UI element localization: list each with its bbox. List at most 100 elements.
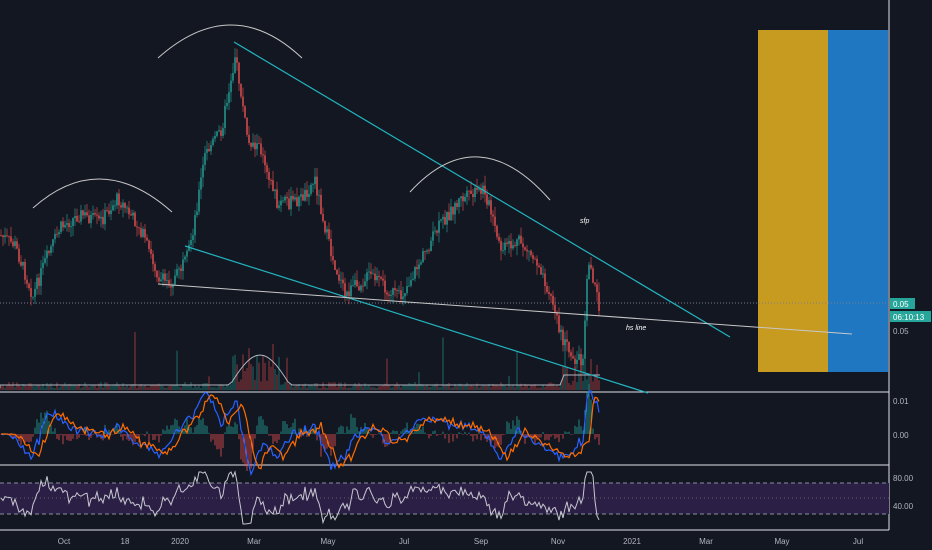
candle-body [526, 249, 528, 252]
volume-bar [64, 382, 66, 390]
macd-hist-bar [34, 427, 36, 434]
candle-body [556, 312, 558, 316]
volume-bar [14, 387, 16, 390]
candle-body [272, 180, 274, 192]
candle-body [366, 272, 368, 282]
candle-body [304, 189, 306, 201]
candle-body [586, 279, 588, 321]
volume-bar [358, 382, 360, 390]
candle-body [84, 212, 86, 216]
position-profit-box[interactable] [758, 30, 828, 372]
volume-bar [262, 355, 264, 390]
volume-bar [50, 383, 52, 390]
volume-bar [212, 387, 214, 390]
volume-bar [376, 387, 378, 390]
candle-body [568, 341, 570, 353]
volume-bar [572, 380, 574, 390]
macd-hist-bar [444, 434, 446, 439]
time-axis[interactable]: Oct 18 2020 Mar May Jul Sep Nov 2021 Mar May Jul [58, 537, 864, 546]
candle-body [510, 241, 512, 249]
macd-hist-bar [310, 431, 312, 434]
candle-body [230, 80, 232, 93]
volume-bar [0, 386, 2, 390]
candle-body [38, 277, 40, 286]
macd-hist-bar [470, 434, 472, 436]
volume-bar [290, 383, 292, 390]
candle-body [92, 213, 94, 215]
candle-body [444, 216, 446, 225]
candle-body [456, 203, 458, 207]
volume-bar [314, 383, 316, 390]
volume-bar [94, 385, 96, 390]
candle-body [452, 206, 454, 215]
macd-hist-bar [204, 425, 206, 434]
candles [0, 48, 600, 375]
volume-bar [270, 366, 272, 390]
candle-body [520, 235, 522, 244]
volume-bar [382, 384, 384, 390]
macd-hist-bar [472, 434, 474, 442]
candle-body [268, 171, 270, 181]
candle-body [522, 243, 524, 248]
volume-bar [574, 366, 576, 390]
macd-hist-bar [296, 434, 298, 435]
candle-body [300, 194, 302, 197]
macd-hist-bar [452, 434, 454, 442]
candle-body [484, 185, 486, 195]
volume-bar [282, 384, 284, 390]
upper-trendline[interactable] [233, 41, 731, 338]
macd-hist-bar [524, 434, 526, 444]
macd-hist-bar [342, 426, 344, 434]
candle-body [90, 214, 92, 224]
macd-hist-bar [114, 428, 116, 434]
candle-body [442, 216, 444, 220]
volume-ma-line [0, 354, 600, 388]
volume-bar [580, 364, 582, 390]
macd-hist-bar [80, 434, 82, 435]
volume-bar [568, 383, 570, 390]
left-shoulder-arc[interactable] [32, 178, 173, 213]
macd-hist-bar [568, 431, 570, 434]
volume-bar [328, 382, 330, 390]
macd-hist-bar [332, 434, 334, 450]
candle-body [430, 240, 432, 252]
candle-body [382, 278, 384, 281]
lower-trendline[interactable] [184, 245, 649, 394]
candle-body [128, 207, 130, 215]
candle-body [488, 200, 490, 205]
candle-body [280, 200, 282, 206]
volume-bar [292, 387, 294, 390]
macd-hist-bar [58, 434, 60, 441]
macd-hist-bar [92, 434, 94, 435]
position-loss-box[interactable] [828, 30, 888, 372]
volume-bar [544, 387, 546, 390]
right-shoulder-arc[interactable] [409, 156, 551, 201]
head-arc[interactable] [157, 24, 303, 59]
candle-body [340, 279, 342, 281]
candle-body [134, 212, 136, 227]
candle-body [140, 228, 142, 237]
hs-neckline[interactable] [157, 283, 853, 335]
countdown-tag [890, 311, 931, 322]
macd-hist-bar [350, 414, 352, 434]
candle-body [56, 233, 58, 235]
volume-bar [346, 387, 348, 390]
candle-body [418, 264, 420, 270]
candle-body [46, 250, 48, 259]
candle-body [36, 277, 38, 289]
macd-hist-bar [76, 434, 78, 440]
volume-bar [30, 383, 32, 390]
macd-hist-bar [216, 434, 218, 450]
candle-body [354, 280, 356, 286]
macd-hist-bar [66, 434, 68, 441]
macd-hist-bar [428, 434, 430, 439]
macd-hist-bar [232, 427, 234, 434]
macd-hist-bar [464, 431, 466, 434]
candle-body [440, 219, 442, 221]
macd-hist-bar [446, 433, 448, 435]
macd-hist-bar [572, 434, 574, 435]
volume-bar [240, 379, 242, 390]
candle-body [318, 194, 320, 196]
macd-hist-bar [346, 426, 348, 434]
